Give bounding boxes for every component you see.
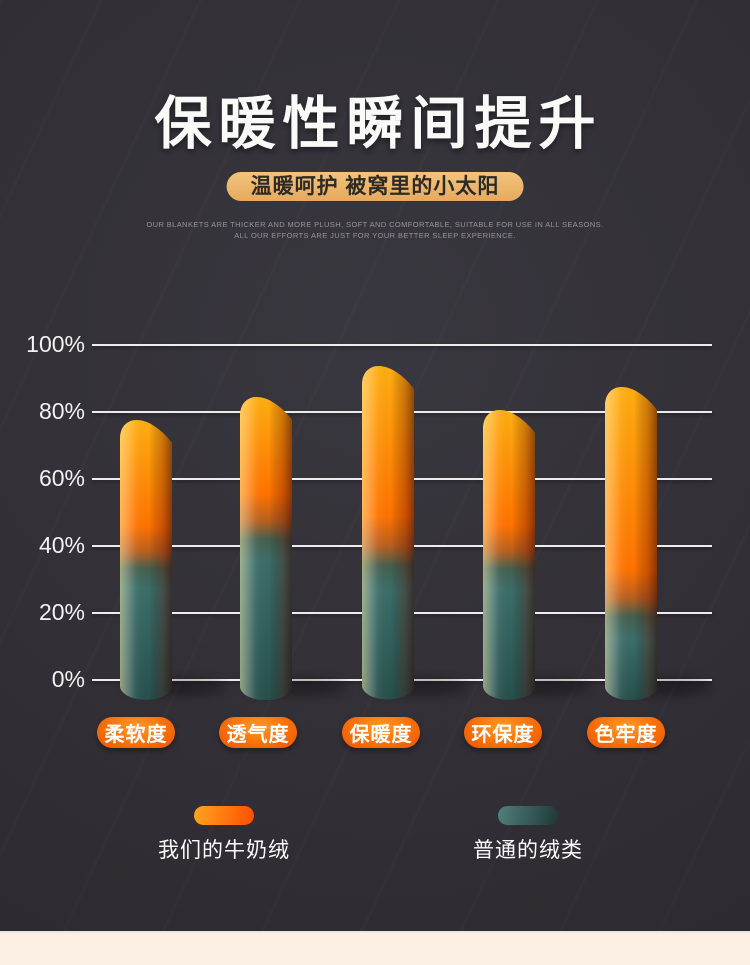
y-axis-label: 100%	[26, 331, 85, 357]
legend-label-ours: 我们的牛奶绒	[158, 839, 290, 862]
tagline-line-1: OUR BLANKETS ARE THICKER AND MORE PLUSH,…	[146, 220, 604, 229]
footer-cream-band	[0, 931, 750, 965]
tagline-line-2: ALL OUR EFFORTS ARE JUST FOR YOUR BETTER…	[234, 231, 516, 240]
y-axis-label: 80%	[38, 398, 85, 424]
category-pill: 环保度	[464, 717, 542, 748]
category-pill: 色牢度	[587, 717, 665, 748]
legend-item-ordinary: 普通的绒类	[448, 806, 608, 864]
bar-色牢度	[605, 386, 657, 700]
bar-保暖度	[362, 366, 414, 700]
bar-chart: 100% 80% 60% 40% 20% 0% 柔软度 透气度 保暖度 环保度 色牢度	[26, 331, 712, 748]
page-title: 保暖性瞬间提升	[154, 90, 603, 157]
legend-item-ours: 我们的牛奶绒	[144, 806, 304, 864]
legend-swatch-teal	[498, 806, 558, 825]
y-axis-label: 0%	[51, 666, 85, 692]
gridline	[92, 344, 712, 346]
y-axis-label: 20%	[38, 599, 85, 625]
category-pill: 透气度	[219, 717, 297, 748]
legend-swatch-orange	[194, 806, 254, 825]
tagline: OUR BLANKETS ARE THICKER AND MORE PLUSH,…	[0, 219, 750, 241]
category-pill: 柔软度	[97, 717, 175, 748]
bar-透气度	[240, 396, 292, 700]
category-pill: 保暖度	[342, 717, 420, 748]
legend-label-ordinary: 普通的绒类	[473, 839, 583, 862]
y-axis-label: 60%	[38, 465, 85, 491]
bar-柔软度	[120, 420, 172, 700]
y-axis-label: 40%	[38, 532, 85, 558]
bar-环保度	[483, 409, 535, 700]
subtitle-badge: 温暖呵护 被窝里的小太阳	[226, 172, 524, 201]
